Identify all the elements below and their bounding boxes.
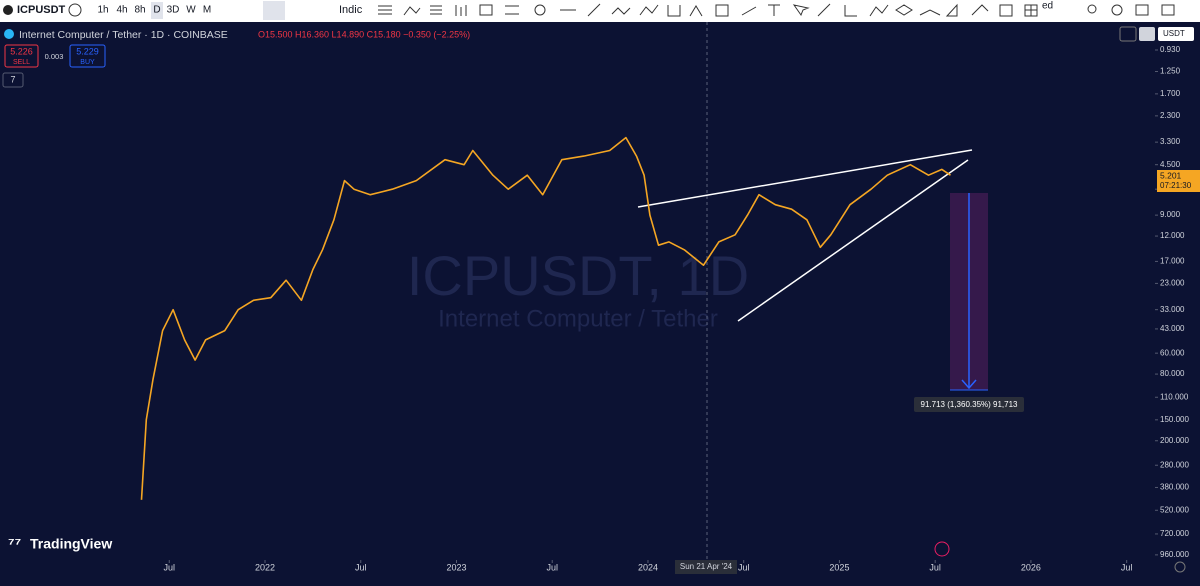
interval-button[interactable]: 1h — [97, 5, 108, 16]
y-tick-label: 12.000 — [1160, 231, 1185, 240]
fullscreen-icon[interactable] — [1135, 4, 1149, 16]
watermark-name: Internet Computer / Tether — [438, 305, 718, 332]
sell-button[interactable] — [4, 44, 39, 68]
buy-price[interactable]: 5.229 — [76, 46, 99, 56]
settings-small[interactable] — [1174, 561, 1186, 573]
interval-active — [151, 2, 163, 19]
y-tick-label: 80.000 — [1160, 369, 1185, 378]
x-tick-label: 2026 — [1021, 562, 1041, 572]
auto-button[interactable] — [1139, 27, 1155, 41]
brand[interactable]: TradingView — [30, 536, 112, 552]
legend-title: Internet Computer / Tether · 1D · COINBA… — [19, 29, 228, 41]
sell-label[interactable]: SELL — [13, 59, 30, 66]
currency[interactable]: USDT — [1163, 29, 1185, 38]
crosshair-date-box — [675, 560, 737, 574]
last-price: 5.201 — [1160, 170, 1182, 180]
spread: 0.003 — [45, 52, 64, 61]
y-tick-label: 1.250 — [1160, 67, 1181, 76]
y-tick-label: 520.000 — [1160, 505, 1189, 514]
interval-button[interactable]: W — [186, 5, 196, 16]
settings-icon[interactable] — [1111, 4, 1123, 16]
add-symbol-button[interactable] — [68, 3, 82, 17]
y-tick-label: 280.000 — [1160, 460, 1189, 469]
symbol-name[interactable]: ICPUSDT — [17, 4, 66, 16]
indicator-toggle[interactable] — [2, 72, 24, 88]
x-tick-label: 2024 — [638, 562, 658, 572]
x-tick-label: Jul — [738, 562, 750, 572]
brand-mark: ⁷⁷ — [8, 536, 21, 553]
legend-icon — [4, 29, 14, 39]
crosshair-date: Sun 21 Apr '24 — [680, 562, 733, 571]
tool-icon[interactable] — [534, 4, 546, 16]
trendline-lower[interactable] — [737, 159, 969, 322]
y-tick-label: 960.000 — [1160, 550, 1189, 559]
x-tick-label: 2023 — [446, 562, 466, 572]
interval-button[interactable]: D — [153, 5, 160, 16]
drawing-tools — [378, 3, 1175, 17]
tool-icon[interactable] — [378, 5, 392, 15]
tool-icon[interactable] — [455, 5, 467, 16]
interval-button[interactable]: M — [203, 5, 211, 16]
y-tick-label: 33.000 — [1160, 305, 1185, 314]
x-tick-label: 2025 — [829, 562, 849, 572]
y-tick-label: 23.000 — [1160, 279, 1185, 288]
y-tick-label: 110.000 — [1160, 392, 1189, 401]
toolbar-tab[interactable]: ed — [1042, 1, 1053, 12]
interval-button[interactable]: 8h — [134, 5, 145, 16]
interval-button[interactable]: 3D — [167, 5, 180, 16]
tool-icon[interactable] — [403, 6, 421, 16]
sell-price[interactable]: 5.226 — [10, 46, 33, 56]
x-tick-label: Jul — [929, 562, 941, 572]
tool-icon[interactable] — [430, 5, 442, 15]
x-tick-label: Jul — [546, 562, 558, 572]
countdown: 07:21:30 — [1160, 181, 1192, 190]
x-tick-label: Jul — [164, 562, 176, 572]
tool-icon[interactable] — [479, 4, 493, 16]
top-toolbar — [0, 0, 1200, 22]
y-tick-label: 3.300 — [1160, 137, 1181, 146]
measure-label-box — [914, 397, 1024, 412]
y-tick-label: 0.930 — [1160, 45, 1181, 54]
watermark-symbol: ICPUSDT, 1D — [407, 244, 749, 307]
last-price-box — [1157, 170, 1200, 192]
interval-button[interactable]: 4h — [116, 5, 127, 16]
y-tick-label: 150.000 — [1160, 415, 1189, 424]
candle-type-button[interactable] — [263, 1, 285, 20]
y-tick-label: 380.000 — [1160, 483, 1189, 492]
alert-icon[interactable] — [934, 541, 950, 557]
snapshot-icon[interactable] — [1161, 4, 1175, 16]
tool-icon[interactable] — [560, 3, 1038, 17]
price-line — [140, 136, 951, 500]
indicators-button[interactable]: Indic — [339, 4, 363, 16]
x-tick-label: 2022 — [255, 562, 275, 572]
currency-box[interactable] — [1158, 27, 1194, 41]
x-tick-label: Jul — [1121, 562, 1133, 572]
legend-ohlc: O15.500 H16.360 L14.890 C15.180 −0.350 (… — [258, 29, 470, 39]
buy-label[interactable]: BUY — [80, 59, 95, 66]
y-tick-label: 17.000 — [1160, 257, 1185, 266]
y-tick-label: 60.000 — [1160, 348, 1185, 357]
symbol-icon — [3, 5, 13, 15]
measure-arrow-head — [961, 379, 977, 390]
y-tick-label: 9.000 — [1160, 210, 1181, 219]
x-tick-label: Jul — [355, 562, 367, 572]
y-tick-label: 4.500 — [1160, 160, 1181, 169]
scale-button[interactable] — [1119, 26, 1137, 42]
zoom-icon[interactable] — [1087, 4, 1097, 14]
buy-button[interactable] — [69, 44, 106, 68]
measure-label: 91.713 (1,360.35%) 91,713 — [921, 400, 1019, 409]
indicator-count[interactable]: 7 — [10, 74, 15, 84]
y-tick-label: 43.000 — [1160, 324, 1185, 333]
y-tick-label: 1.700 — [1160, 89, 1181, 98]
y-tick-label: 2.300 — [1160, 111, 1181, 120]
y-tick-label: 720.000 — [1160, 529, 1189, 538]
tool-icon[interactable] — [505, 5, 519, 15]
y-tick-label: 200.000 — [1160, 436, 1189, 445]
trendline-upper[interactable] — [637, 149, 973, 208]
